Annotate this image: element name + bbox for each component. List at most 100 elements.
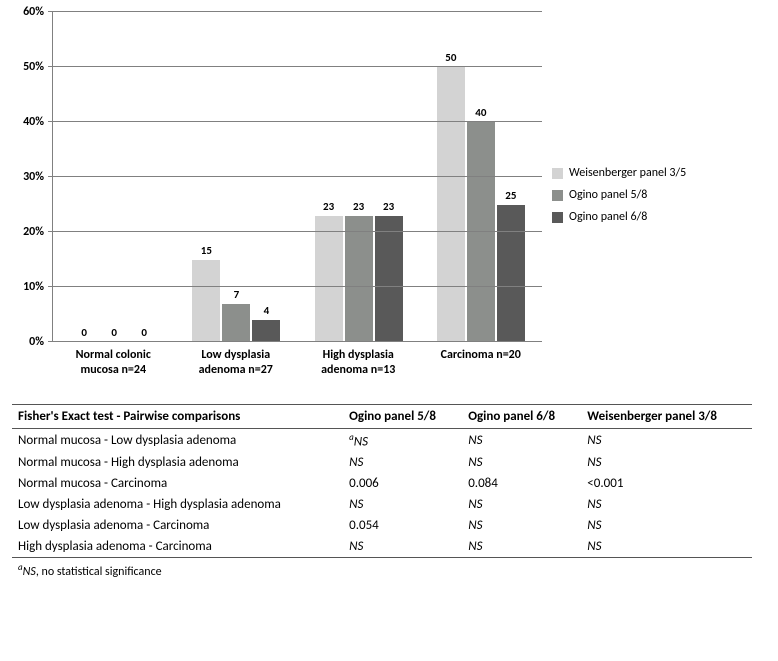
y-tick-label: 10%	[23, 280, 44, 294]
cell-value: <0.001	[581, 473, 752, 494]
gridline	[53, 121, 542, 122]
bar-value-label: 23	[383, 200, 394, 213]
table-row: Normal mucosa - Carcinoma0.0060.084<0.00…	[12, 473, 752, 494]
cell-value: NS	[343, 536, 462, 558]
gridline	[53, 11, 542, 12]
footnote: aNS, no statistical significance	[12, 558, 766, 583]
bar-groups: 0001574232323504025	[53, 12, 542, 342]
bar-group: 232323	[298, 12, 420, 342]
gridline	[53, 341, 542, 342]
cell-value: NS	[581, 429, 752, 453]
row-label: Normal mucosa - Carcinoma	[12, 473, 343, 494]
legend: Weisenberger panel 3/5 Ogino panel 5/8 Ogi…	[542, 12, 686, 378]
y-tick-label: 20%	[23, 225, 44, 239]
cell-value: NS	[581, 452, 752, 473]
bar: 4	[252, 320, 280, 342]
bar: 23	[315, 216, 343, 343]
col-header-ogino58: Ogino panel 5/8	[343, 405, 462, 429]
bar-group: 0 0 0	[53, 12, 175, 342]
cell-value: NS	[462, 452, 581, 473]
x-category-label: High dysplasiaadenoma n=13	[297, 342, 420, 378]
footnote-ns: NS	[23, 565, 36, 579]
bar-value-label: 23	[323, 200, 334, 213]
legend-item: Weisenberger panel 3/5	[552, 166, 686, 180]
bar-value-label: 15	[201, 244, 212, 257]
row-label: High dysplasia adenoma - Carcinoma	[12, 536, 343, 558]
legend-label: Ogino panel 5/8	[569, 188, 647, 202]
cell-value: NS	[343, 494, 462, 515]
plot-column: 0%10%20%30%40%50%60% 0001574232323504025…	[12, 12, 542, 378]
gridline	[53, 231, 542, 232]
bar: 7	[222, 304, 250, 343]
y-tick-label: 50%	[23, 60, 44, 74]
gridline	[53, 176, 542, 177]
bar-value-label: 0	[81, 326, 87, 339]
bar-value-label: 50	[445, 51, 456, 64]
x-axis-labels: Normal colonicmucosa n=24Low dysplasiaad…	[52, 342, 542, 378]
cell-value: NS	[462, 515, 581, 536]
table-row: High dysplasia adenoma - CarcinomaNSNSNS	[12, 536, 752, 558]
row-label: Normal mucosa - Low dysplasia adenoma	[12, 429, 343, 453]
bar: 40	[467, 122, 495, 342]
legend-item: Ogino panel 5/8	[552, 188, 686, 202]
bar-value-label: 23	[353, 200, 364, 213]
y-tick-mark	[48, 231, 53, 232]
bar-group: 1574	[175, 12, 297, 342]
bar: 23	[345, 216, 373, 343]
stats-table: Fisher's Exact test - Pairwise compariso…	[12, 404, 752, 558]
legend-label: Ogino panel 6/8	[569, 210, 647, 224]
row-label: Low dysplasia adenoma - Carcinoma	[12, 515, 343, 536]
cell-value: aNS	[343, 429, 462, 453]
y-tick-mark	[48, 176, 53, 177]
cell-value: 0.084	[462, 473, 581, 494]
cell-value: NS	[581, 536, 752, 558]
chart-container: 0%10%20%30%40%50%60% 0001574232323504025…	[12, 12, 766, 378]
y-tick-label: 40%	[23, 115, 44, 129]
y-tick-mark	[48, 66, 53, 67]
col-header-comparisons: Fisher's Exact test - Pairwise compariso…	[12, 405, 343, 429]
col-header-weisenberger: Weisenberger panel 3/8	[581, 405, 752, 429]
cell-value: NS	[462, 429, 581, 453]
legend-label: Weisenberger panel 3/5	[569, 166, 686, 180]
table-row: Low dysplasia adenoma - High dysplasia a…	[12, 494, 752, 515]
bar-value-label: 4	[264, 304, 270, 317]
cell-value: NS	[343, 452, 462, 473]
legend-swatch	[552, 168, 563, 179]
x-category-label: Low dysplasiaadenoma n=27	[175, 342, 298, 378]
bar-group: 504025	[420, 12, 542, 342]
y-tick-mark	[48, 341, 53, 342]
legend-item: Ogino panel 6/8	[552, 210, 686, 224]
bar-value-label: 7	[234, 288, 240, 301]
cell-value: NS	[462, 494, 581, 515]
y-tick-mark	[48, 11, 53, 12]
y-tick-label: 0%	[29, 335, 44, 349]
bar-value-label: 0	[141, 326, 147, 339]
cell-value: 0.054	[343, 515, 462, 536]
gridline	[53, 66, 542, 67]
table-row: Normal mucosa - Low dysplasia adenomaaNS…	[12, 429, 752, 453]
legend-swatch	[552, 190, 563, 201]
bar-value-label: 25	[505, 189, 516, 202]
bar: 25	[497, 205, 525, 343]
bar-value-label: 40	[475, 106, 486, 119]
table-row: Low dysplasia adenoma - Carcinoma0.054NS…	[12, 515, 752, 536]
cell-value: NS	[581, 515, 752, 536]
legend-swatch	[552, 212, 563, 223]
bar: 50	[437, 67, 465, 342]
y-tick-label: 60%	[23, 5, 44, 19]
row-label: Low dysplasia adenoma - High dysplasia a…	[12, 494, 343, 515]
y-axis: 0%10%20%30%40%50%60%	[12, 12, 52, 342]
x-category-label: Carcinoma n=20	[420, 342, 543, 378]
gridline	[53, 286, 542, 287]
bar: 15	[192, 260, 220, 343]
col-header-ogino68: Ogino panel 6/8	[462, 405, 581, 429]
row-label: Normal mucosa - High dysplasia adenoma	[12, 452, 343, 473]
cell-value: 0.006	[343, 473, 462, 494]
cell-value: NS	[462, 536, 581, 558]
table-header-row: Fisher's Exact test - Pairwise compariso…	[12, 405, 752, 429]
cell-value: NS	[581, 494, 752, 515]
bar-value-label: 0	[111, 326, 117, 339]
bar: 23	[375, 216, 403, 343]
plot-area: 0001574232323504025	[52, 12, 542, 342]
footnote-text: , no statistical significance	[36, 565, 162, 579]
